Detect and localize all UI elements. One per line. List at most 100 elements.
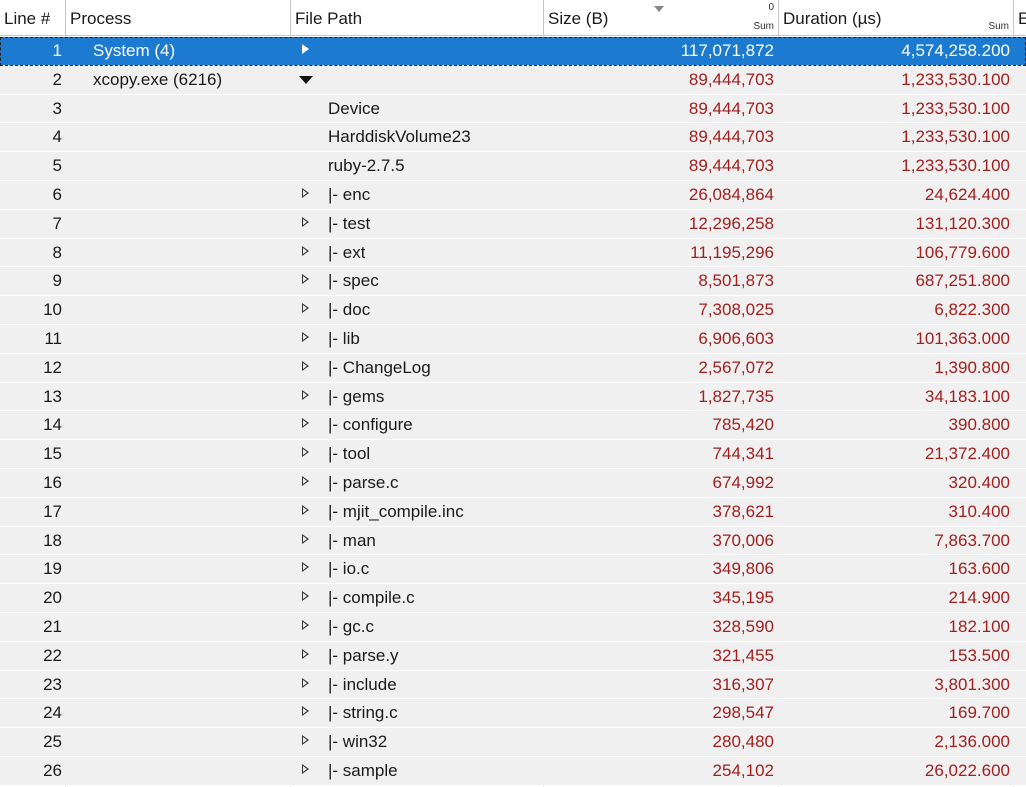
- expander[interactable]: [302, 44, 309, 54]
- expander-inner: [303, 449, 307, 456]
- line-number: 17: [43, 501, 62, 521]
- line-number: 21: [43, 617, 62, 636]
- line-number: 24: [43, 703, 62, 723]
- size: 89,444,703: [688, 98, 774, 118]
- duration: 1,233,530.100: [901, 98, 1010, 118]
- table-row[interactable]: 17 |- mjit_compile.inc 378,621 310.400: [0, 497, 1026, 527]
- table-row[interactable]: 20 |- compile.c 345,195 214.900: [0, 584, 1026, 613]
- sort-arrow: [654, 6, 664, 12]
- process: System (4): [93, 41, 176, 60]
- column-header[interactable]: Size (B) 0 Sum: [544, 0, 779, 36]
- duration: 1,233,530.100: [901, 156, 1010, 176]
- table-row[interactable]: 2 xcopy.exe (6216) 89,444,703 1,233,530.100: [0, 65, 1026, 95]
- column-title: E: [1018, 9, 1026, 28]
- duration: 106,779.600: [915, 242, 1010, 262]
- size: 674,992: [712, 473, 774, 492]
- size: 6,906,603: [698, 329, 774, 348]
- file-path: |- sample: [328, 761, 398, 780]
- duration: 7,863.700: [934, 530, 1010, 550]
- file-path: |- lib: [328, 329, 360, 348]
- line-number: 9: [52, 271, 62, 291]
- column-header[interactable]: Process: [66, 0, 291, 36]
- expander-inner: [303, 564, 307, 571]
- aggregation: Sum: [988, 21, 1009, 32]
- size: 328,590: [712, 617, 774, 636]
- duration: 169.700: [948, 703, 1010, 723]
- expander-inner: [303, 391, 307, 398]
- size: 11,195,296: [690, 242, 774, 262]
- duration: 101,363.000: [915, 329, 1010, 348]
- table-row[interactable]: 5 ruby-2.7.5 89,444,703 1,233,530.100: [0, 152, 1026, 181]
- table-row[interactable]: 14 |- configure 785,420 390.800: [0, 411, 1026, 441]
- file-path: |- ext: [328, 242, 366, 262]
- table-row[interactable]: 18 |- man 370,006 7,863.700: [0, 526, 1026, 556]
- expander-inner: [303, 190, 307, 196]
- file-path: ruby-2.7.5: [328, 156, 405, 176]
- table-row[interactable]: 25 |- win32 280,480 2,136.000: [0, 728, 1026, 757]
- table-row[interactable]: 24 |- string.c 298,547 169.700: [0, 699, 1026, 729]
- table-row[interactable]: 21 |- gc.c 328,590 182.100: [0, 613, 1026, 642]
- table-row[interactable]: 11 |- lib 6,906,603 101,363.000: [0, 325, 1026, 354]
- expander-inner: [303, 650, 307, 657]
- line-number: 12: [43, 357, 62, 377]
- line-number: 5: [52, 156, 62, 176]
- file-path: |- compile.c: [328, 588, 415, 608]
- file-path: |- ChangeLog: [328, 357, 431, 377]
- column-header[interactable]: E: [1014, 0, 1026, 36]
- line-number: 14: [43, 415, 62, 435]
- expander-inner: [303, 737, 307, 744]
- duration: 4,574,258.200: [901, 41, 1010, 60]
- table-row[interactable]: 19 |- io.c 349,806 163.600: [0, 555, 1026, 585]
- line-number: 16: [43, 473, 62, 492]
- table-row[interactable]: 13 |- gems 1,827,735 34,183.100: [0, 382, 1026, 412]
- duration: 3,801.300: [934, 674, 1010, 694]
- table-row[interactable]: 22 |- parse.y 321,455 153.500: [0, 641, 1026, 671]
- column-title: Size (B): [548, 9, 609, 28]
- process: xcopy.exe (6216): [93, 69, 223, 89]
- line-number: 22: [43, 645, 62, 665]
- size: 12,296,258: [688, 213, 774, 233]
- sort-index: 0: [768, 2, 774, 13]
- size: 1,827,735: [698, 386, 774, 406]
- line-number: 2: [52, 69, 62, 89]
- line-number: 18: [43, 530, 62, 550]
- expander-inner: [303, 679, 307, 686]
- duration: 21,372.400: [924, 444, 1010, 464]
- duration: 2,136.000: [934, 732, 1010, 752]
- table-row[interactable]: 16 |- parse.c 674,992 320.400: [0, 469, 1026, 498]
- size: 349,806: [712, 559, 774, 579]
- expander-inner: [303, 276, 307, 283]
- column-title: Line #: [4, 9, 51, 28]
- duration: 153.500: [948, 645, 1010, 665]
- table-row[interactable]: 9 |- spec 8,501,873 687,251.800: [0, 267, 1026, 297]
- table-row[interactable]: 6 |- enc 26,084,864 24,624.400: [0, 181, 1026, 210]
- size: 8,501,873: [698, 271, 774, 291]
- duration: 390.800: [948, 415, 1010, 435]
- size: 2,567,072: [698, 357, 774, 377]
- table-row[interactable]: 1 System (4) 117,071,872 4,574,258.200: [0, 37, 1026, 66]
- table-row[interactable]: 3 Device 89,444,703 1,233,530.100: [0, 94, 1026, 124]
- column-header[interactable]: Duration (µs) Sum: [779, 0, 1014, 36]
- expander[interactable]: [299, 75, 313, 84]
- table-row[interactable]: 15 |- tool 744,341 21,372.400: [0, 440, 1026, 469]
- line-number: 3: [52, 98, 62, 118]
- file-path: |- include: [328, 674, 397, 694]
- duration: 1,233,530.100: [901, 127, 1010, 147]
- duration: 6,822.300: [934, 300, 1010, 320]
- table-row[interactable]: 12 |- ChangeLog 2,567,072 1,390.800: [0, 353, 1026, 383]
- table-row[interactable]: 4 HarddiskVolume23 89,444,703 1,233,530.100: [0, 123, 1026, 153]
- table-row[interactable]: 8 |- ext 11,195,296 106,779.600: [0, 238, 1026, 268]
- table-row[interactable]: 7 |- test 12,296,258 131,120.300: [0, 209, 1026, 239]
- expander-inner: [303, 708, 307, 715]
- table-row[interactable]: 26 |- sample 254,102 26,022.600: [0, 757, 1026, 786]
- column-header[interactable]: Line #: [0, 0, 66, 36]
- column-header[interactable]: File Path: [291, 0, 544, 36]
- table-row[interactable]: 10 |- doc 7,308,025 6,822.300: [0, 296, 1026, 325]
- table-row[interactable]: 23 |- include 316,307 3,801.300: [0, 670, 1026, 700]
- file-path: |- gc.c: [328, 617, 374, 636]
- size: 254,102: [712, 761, 774, 780]
- duration: 310.400: [948, 501, 1010, 521]
- size: 89,444,703: [688, 156, 774, 176]
- file-path: HarddiskVolume23: [328, 127, 471, 147]
